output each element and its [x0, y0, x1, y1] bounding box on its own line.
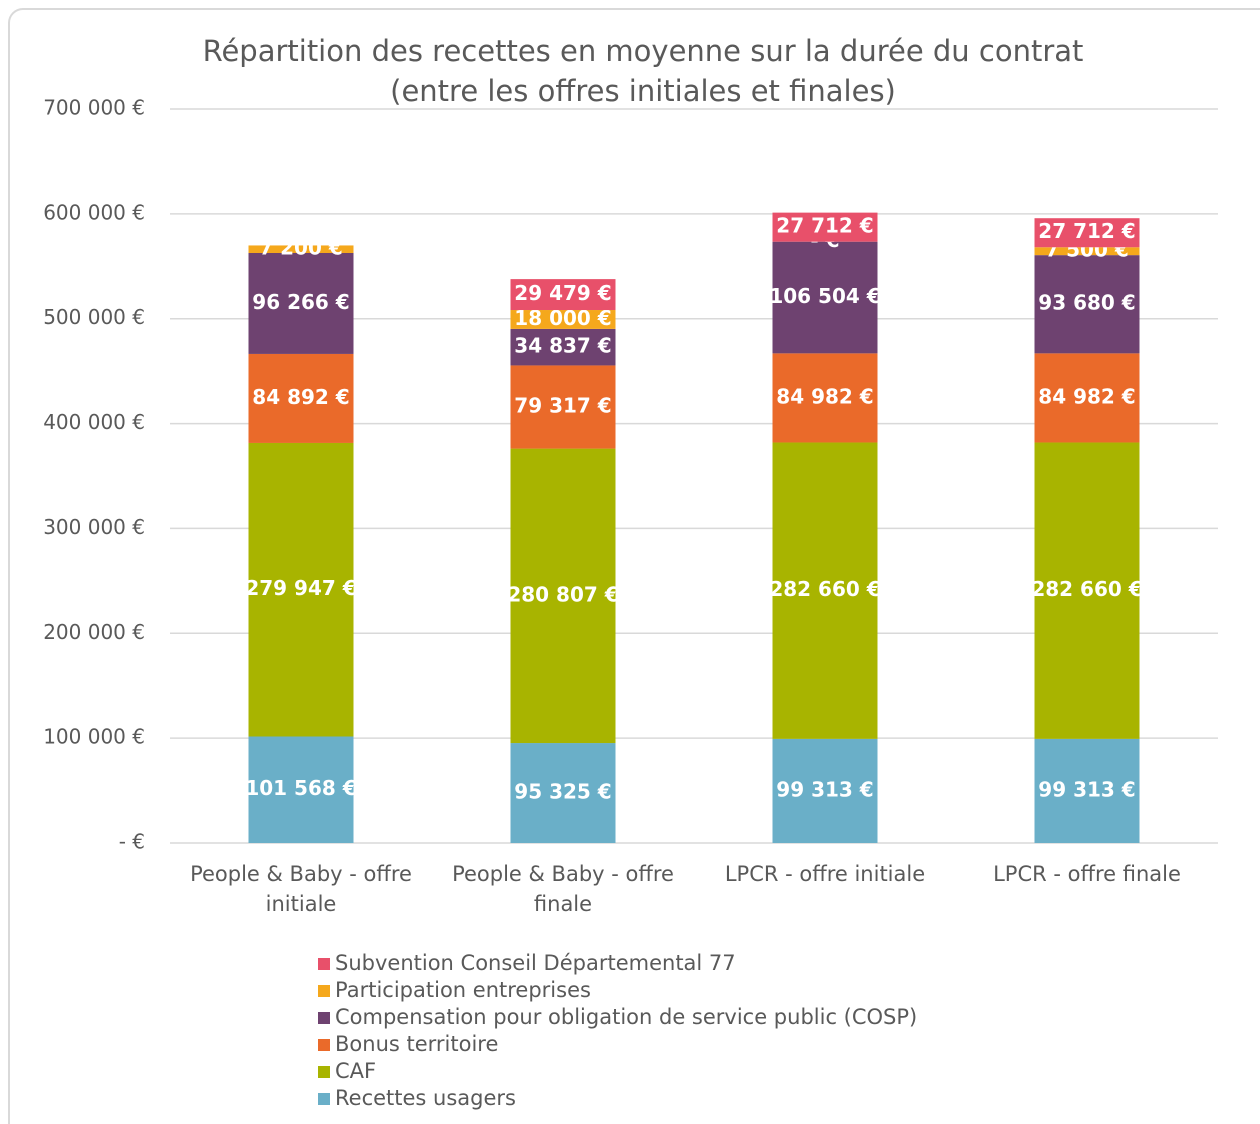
data-label: 93 680 €	[1038, 291, 1135, 315]
bar-segment	[510, 743, 616, 843]
legend-label: Bonus territoire	[335, 1032, 498, 1056]
bar-segment	[510, 328, 616, 366]
data-label: 84 982 €	[776, 384, 873, 408]
bar-segment	[772, 738, 878, 843]
legend-swatch	[318, 1039, 330, 1051]
data-label: 106 504 €	[769, 284, 880, 308]
bar-segment	[1034, 255, 1140, 354]
data-label: 27 712 €	[1038, 219, 1135, 243]
bar-segment	[772, 442, 878, 739]
y-tick-label: 300 000 €	[43, 515, 145, 539]
chart-title: (entre les offres initiales et finales)	[390, 74, 896, 108]
data-label: 280 807 €	[507, 582, 618, 606]
bar-segment	[510, 365, 616, 449]
y-tick-label: 400 000 €	[43, 410, 145, 434]
y-tick-label: 700 000 €	[43, 96, 145, 120]
bar-segment	[248, 736, 354, 843]
data-label: 84 982 €	[1038, 384, 1135, 408]
data-label: 282 660 €	[769, 577, 880, 601]
bar-segment	[1034, 738, 1140, 843]
bar-segment	[248, 252, 354, 354]
data-label: 99 313 €	[1038, 777, 1135, 801]
bar-segment	[248, 442, 354, 737]
bar-segment	[1034, 218, 1140, 248]
x-tick-label: LPCR - offre finale	[993, 862, 1181, 886]
bar-segment	[772, 212, 878, 242]
x-tick-label: People & Baby - offre finale	[452, 862, 674, 916]
data-label: 99 313 €	[776, 777, 873, 801]
legend-swatch	[318, 1093, 330, 1105]
bar-segment	[1034, 442, 1140, 739]
bar-segment	[772, 241, 878, 354]
bar-segment	[1034, 247, 1140, 256]
legend-swatch	[318, 1012, 330, 1024]
x-tick-label: LPCR - offre initiale	[725, 862, 925, 886]
bar-segment	[510, 448, 616, 744]
legend-label: CAF	[335, 1059, 376, 1083]
legend-label: Subvention Conseil Départemental 77	[335, 951, 736, 975]
y-tick-label: - €	[119, 830, 145, 854]
bar-segment	[510, 279, 616, 311]
data-label: 101 568 €	[245, 776, 356, 800]
x-tick-label: People & Baby - offre initiale	[190, 862, 412, 916]
legend-label: Recettes usagers	[335, 1086, 516, 1110]
bar-segment	[248, 353, 354, 443]
y-tick-label: 500 000 €	[43, 305, 145, 329]
data-label: 29 479 €	[514, 281, 611, 305]
data-label: 96 266 €	[252, 290, 349, 314]
bar-segment	[1034, 353, 1140, 443]
y-tick-label: 600 000 €	[43, 200, 145, 224]
data-label: 279 947 €	[245, 576, 356, 600]
legend-label: Compensation pour obligation de service …	[335, 1005, 917, 1029]
legend-swatch	[318, 958, 330, 970]
data-label: 95 325 €	[514, 780, 611, 804]
bar-segment	[510, 310, 616, 329]
bar-segment	[772, 353, 878, 443]
y-tick-label: 100 000 €	[43, 725, 145, 749]
bar-segment	[248, 245, 354, 253]
legend-label: Participation entreprises	[335, 978, 591, 1002]
data-label: 27 712 €	[776, 214, 873, 238]
y-tick-label: 200 000 €	[43, 620, 145, 644]
chart-title: Répartition des recettes en moyenne sur …	[203, 34, 1084, 68]
data-label: 7 200 €	[259, 236, 343, 260]
data-label: 79 317 €	[514, 394, 611, 418]
data-label: 282 660 €	[1031, 577, 1142, 601]
legend-swatch	[318, 1066, 330, 1078]
data-label: 34 837 €	[514, 334, 611, 358]
legend-swatch	[318, 985, 330, 997]
data-label: 84 892 €	[252, 385, 349, 409]
